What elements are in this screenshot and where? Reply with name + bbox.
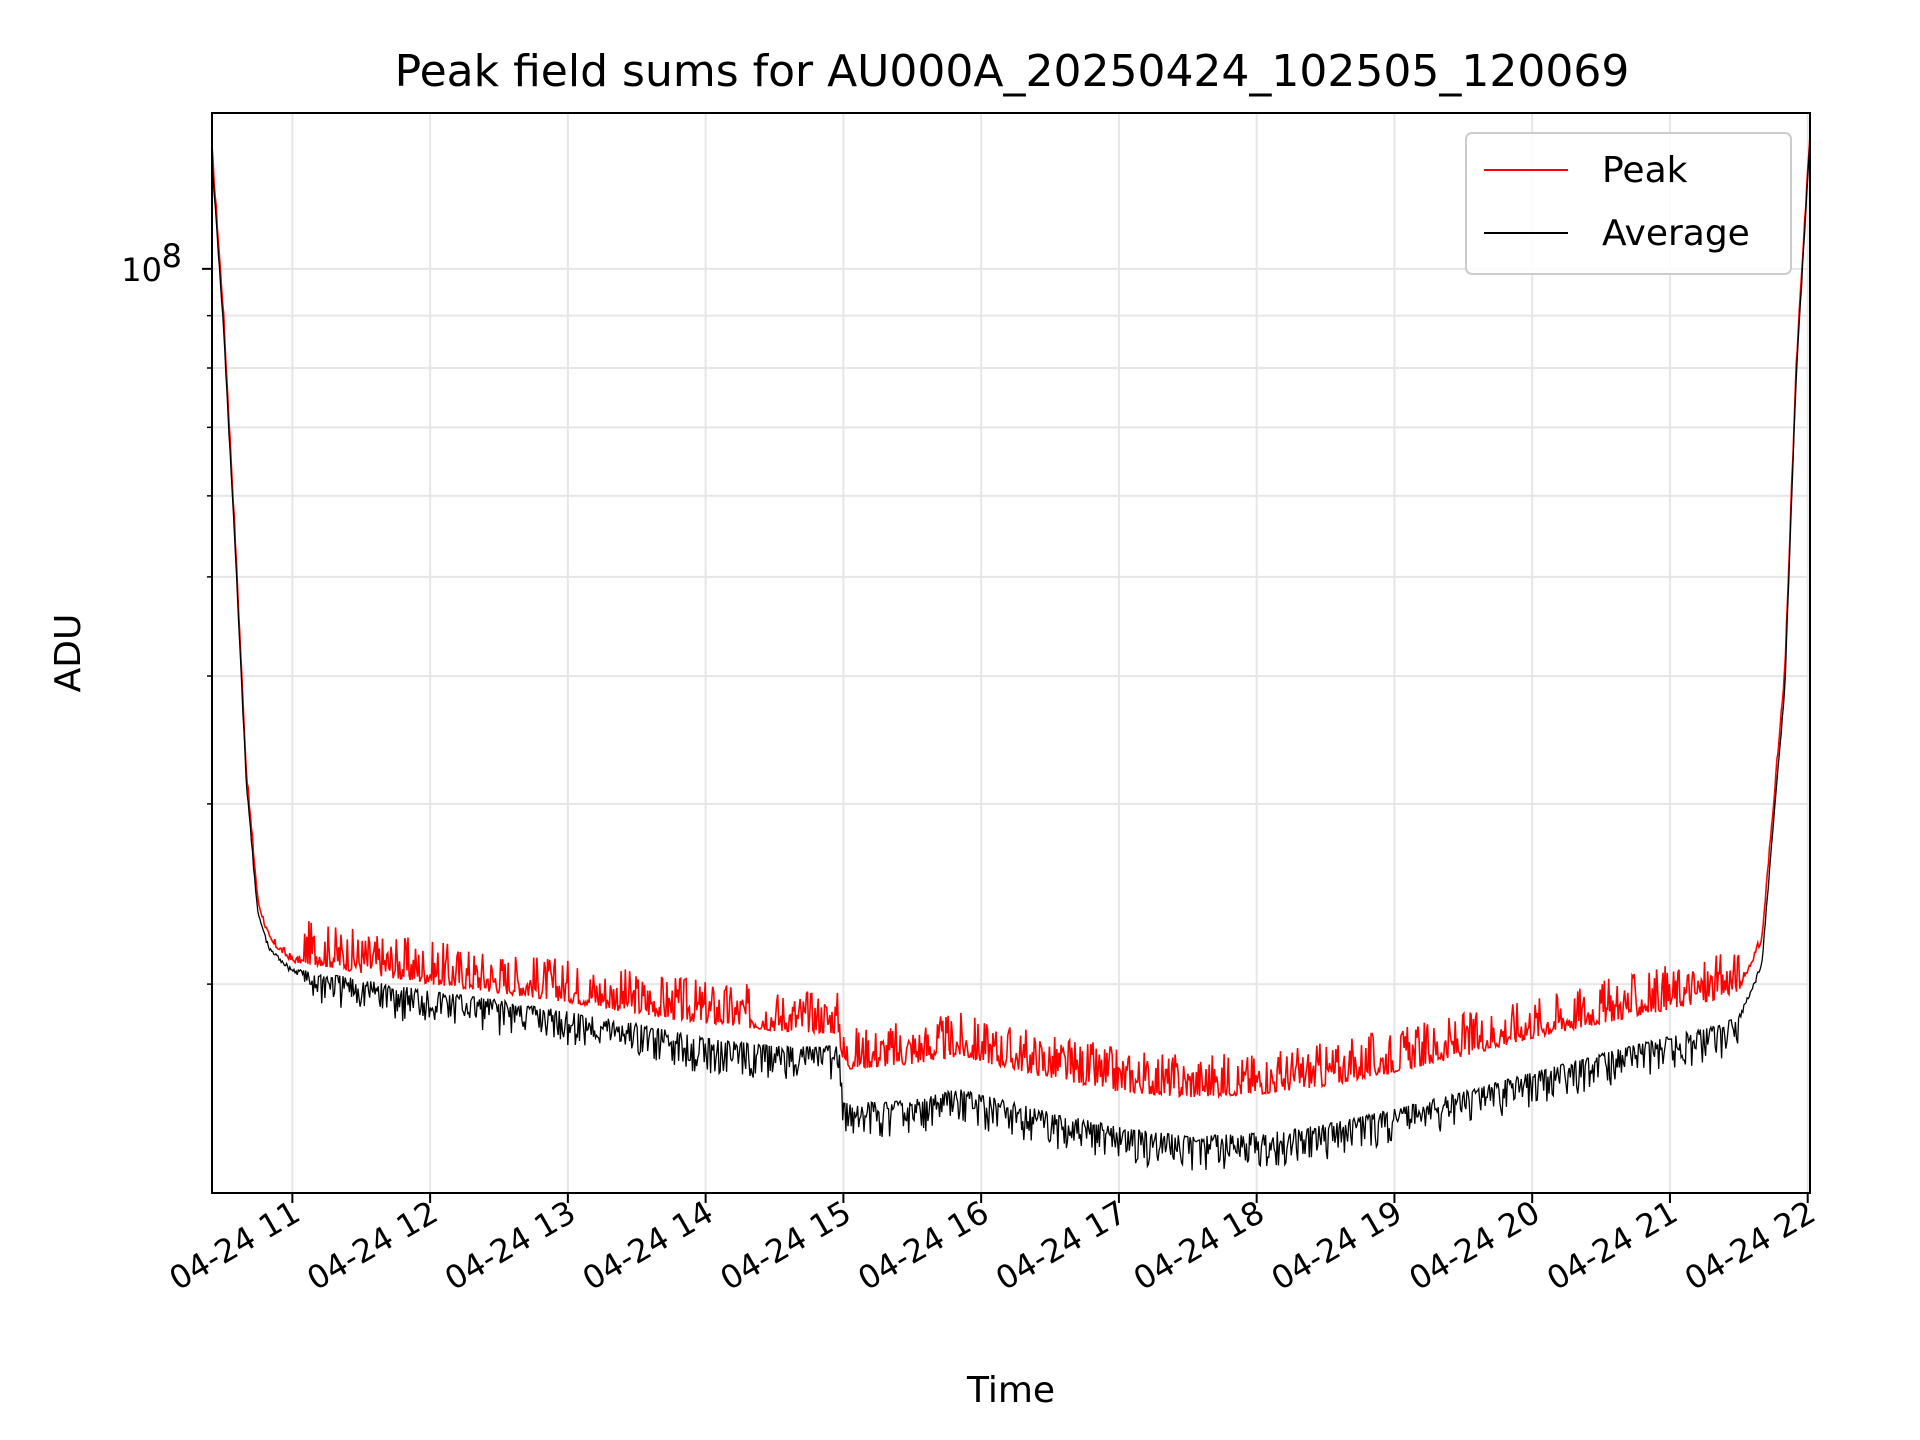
y-tick-exponent: 8 xyxy=(162,237,182,275)
legend-label-peak: Peak xyxy=(1602,150,1688,191)
series-lines xyxy=(211,135,1811,1171)
series-line-average xyxy=(211,139,1811,1171)
x-tick-label: 04-24 17 xyxy=(989,1193,1133,1298)
x-tick-label: 04-24 18 xyxy=(1127,1193,1271,1298)
x-tick-label: 04-24 11 xyxy=(163,1193,307,1298)
chart-title: Peak field sums for AU000A_20250424_1025… xyxy=(395,46,1630,97)
legend-label-average: Average xyxy=(1602,213,1750,254)
x-tick-label: 04-24 16 xyxy=(852,1193,996,1298)
x-tick-label: 04-24 14 xyxy=(576,1193,720,1298)
series-line-peak xyxy=(211,135,1811,1100)
x-tick-label: 04-24 12 xyxy=(301,1193,445,1298)
legend-box xyxy=(1465,132,1792,275)
x-tick-label: 04-24 20 xyxy=(1403,1193,1547,1298)
grid xyxy=(212,113,1810,1193)
x-tick-label: 04-24 19 xyxy=(1265,1193,1409,1298)
legend: Peak Average xyxy=(1465,132,1792,275)
y-axis-label: ADU xyxy=(48,614,89,693)
x-tick-label: 04-24 15 xyxy=(714,1193,858,1298)
plot-frame xyxy=(211,112,1811,1194)
y-tick-label: 10 xyxy=(121,251,162,289)
x-axis-label: Time xyxy=(966,1370,1055,1411)
x-tick-label: 04-24 13 xyxy=(438,1193,582,1298)
x-tick-label: 04-24 22 xyxy=(1678,1193,1822,1298)
y-axis: 10 8 xyxy=(121,237,212,985)
x-tick-label: 04-24 21 xyxy=(1540,1193,1684,1298)
